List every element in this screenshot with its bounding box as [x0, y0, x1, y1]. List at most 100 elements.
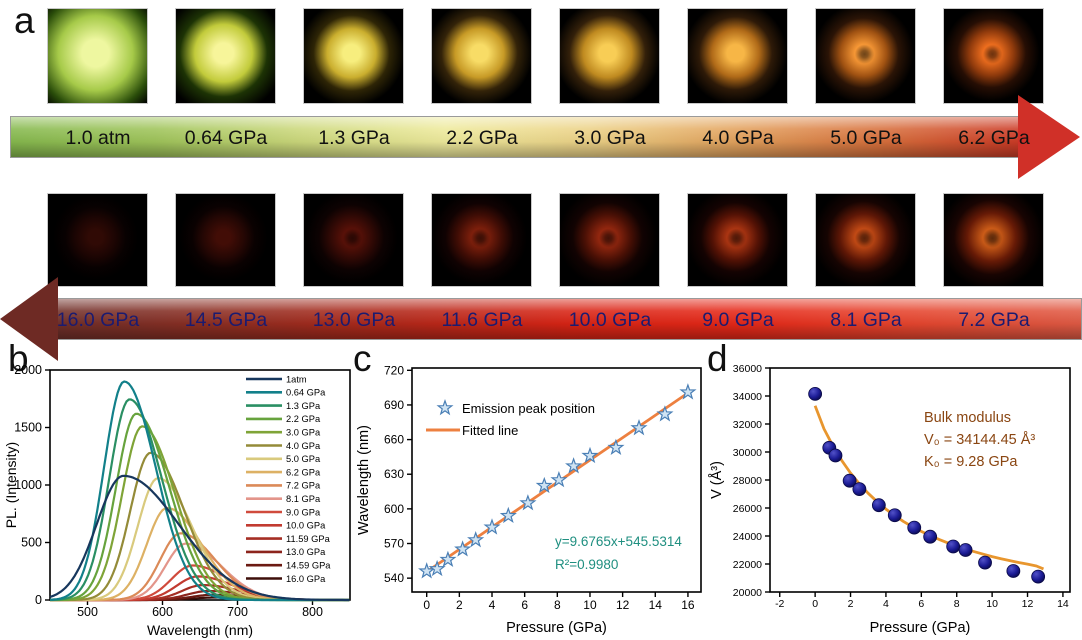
data-point-star	[679, 383, 697, 400]
svg-text:12: 12	[616, 598, 630, 612]
pressure-label: 13.0 GPa	[312, 309, 396, 331]
sample-photo	[559, 193, 660, 287]
volume-pressure-chart: -2 0 2 4 6 8 10 12 14 20000 22000 24000 26000 28000 30…	[708, 363, 1071, 636]
svg-text:14.59 GPa: 14.59 GPa	[286, 561, 331, 571]
pressure-label: 7.2 GPa	[958, 309, 1030, 331]
sample-photo	[47, 8, 148, 104]
sample-photo	[687, 8, 788, 104]
svg-text:1atm: 1atm	[286, 374, 307, 384]
data-point-sphere	[887, 508, 902, 523]
sample-photo	[47, 193, 148, 287]
axes: 500 600 700 800 0 500 1000 1500 2000 Wavelength (…	[4, 363, 351, 638]
svg-text:1000: 1000	[14, 478, 42, 492]
data-point-star	[454, 540, 472, 557]
svg-text:500: 500	[77, 605, 98, 619]
sample-photo	[303, 193, 404, 287]
svg-text:4: 4	[883, 598, 889, 610]
svg-text:8: 8	[554, 598, 561, 612]
svg-text:Emission peak position: Emission peak position	[462, 401, 595, 416]
svg-text:6: 6	[521, 598, 528, 612]
svg-text:36000: 36000	[733, 363, 762, 375]
svg-text:690: 690	[384, 398, 404, 412]
svg-text:660: 660	[384, 433, 404, 447]
pressure-arrow-increasing: 1.0 atm 0.64 GPa 1.3 GPa 2.2 GPa 3.0 GPa 4.0 …	[0, 95, 1082, 185]
data-point-star	[581, 446, 599, 464]
y-axis-title: PL. (Intensity)	[4, 442, 19, 528]
svg-text:2.2 GPa: 2.2 GPa	[286, 414, 321, 424]
sample-photo	[303, 8, 404, 104]
svg-text:5.0 GPa: 5.0 GPa	[286, 454, 321, 464]
svg-text:630: 630	[384, 467, 404, 481]
data-point-sphere	[978, 555, 992, 570]
pl-spectra-chart: 500 600 700 800 0 500 1000 1500 2000 Wavelength (…	[4, 363, 351, 638]
svg-text:4.0 GPa: 4.0 GPa	[286, 441, 321, 451]
data-point-sphere	[1031, 569, 1046, 584]
svg-text:4: 4	[489, 598, 496, 612]
pressure-label: 10.0 GPa	[568, 309, 652, 331]
svg-text:1500: 1500	[14, 421, 42, 435]
svg-text:34000: 34000	[733, 391, 762, 403]
svg-text:10: 10	[986, 598, 998, 610]
svg-text:9.0 GPa: 9.0 GPa	[286, 507, 321, 517]
data-point-sphere	[923, 529, 938, 544]
legend: Emission peak position Fitted line	[426, 398, 595, 438]
data-point-star	[630, 418, 648, 436]
svg-text:y=9.6765x+545.5314: y=9.6765x+545.5314	[555, 534, 682, 549]
svg-text:500: 500	[21, 536, 42, 550]
pressure-label: 14.5 GPa	[184, 309, 268, 331]
sample-photo	[815, 193, 916, 287]
svg-text:28000: 28000	[733, 475, 762, 487]
panel-c-label: c	[353, 338, 372, 379]
svg-text:16: 16	[681, 598, 695, 612]
pressure-label: 11.6 GPa	[441, 309, 523, 331]
sample-photo	[943, 193, 1044, 287]
panel-a-label: a	[14, 0, 35, 41]
pressure-label: 8.1 GPa	[830, 309, 902, 331]
svg-text:2: 2	[848, 598, 854, 610]
svg-text:1.3 GPa: 1.3 GPa	[286, 401, 321, 411]
pressure-label: 4.0 GPa	[702, 127, 774, 149]
svg-text:Fitted line: Fitted line	[462, 423, 518, 438]
y-axis-title: Wavelength (nm)	[356, 425, 372, 535]
photo-row-compression	[0, 8, 1082, 104]
sample-photo	[175, 193, 276, 287]
svg-text:13.0 GPa: 13.0 GPa	[286, 547, 326, 557]
svg-text:-2: -2	[775, 598, 784, 610]
svg-text:22000: 22000	[733, 559, 762, 571]
svg-text:K₀ = 9.28 GPa: K₀ = 9.28 GPa	[924, 454, 1018, 470]
pressure-arrow-decreasing: 16.0 GPa 14.5 GPa 13.0 GPa 11.6 GPa 10.0 GPa…	[0, 277, 1082, 367]
svg-text:20000: 20000	[733, 587, 762, 599]
data-point-star	[428, 559, 446, 577]
pressure-label: 16.0 GPa	[56, 309, 140, 331]
svg-text:6.2 GPa: 6.2 GPa	[286, 467, 321, 477]
svg-text:10.0 GPa: 10.0 GPa	[286, 521, 326, 531]
svg-text:R²=0.9980: R²=0.9980	[555, 557, 618, 572]
svg-text:10: 10	[583, 598, 597, 612]
data-point-sphere	[946, 539, 961, 554]
svg-text:24000: 24000	[733, 531, 762, 543]
svg-text:26000: 26000	[733, 503, 762, 515]
sample-photo	[815, 8, 916, 104]
sample-photo	[687, 193, 788, 287]
svg-text:7.2 GPa: 7.2 GPa	[286, 481, 321, 491]
sample-photo	[943, 8, 1044, 104]
svg-text:3.0 GPa: 3.0 GPa	[286, 428, 321, 438]
sample-photo	[431, 8, 532, 104]
svg-text:540: 540	[384, 571, 404, 585]
sample-photo	[559, 8, 660, 104]
data-point-star	[550, 471, 568, 488]
arrow-body: 1.0 atm 0.64 GPa 1.3 GPa 2.2 GPa 3.0 GPa 4.0 …	[10, 116, 1030, 158]
svg-text:720: 720	[384, 363, 404, 377]
sample-photo	[431, 193, 532, 287]
svg-text:0: 0	[35, 593, 42, 607]
svg-text:800: 800	[302, 605, 323, 619]
pressure-label: 2.2 GPa	[446, 127, 518, 149]
svg-text:11.59 GPa: 11.59 GPa	[286, 534, 331, 544]
svg-text:32000: 32000	[733, 419, 762, 431]
svg-text:14: 14	[649, 598, 663, 612]
svg-text:0.64 GPa: 0.64 GPa	[286, 388, 326, 398]
data-point-sphere	[808, 387, 823, 401]
pressure-label: 1.0 atm	[65, 127, 131, 149]
spectrum-curve	[49, 474, 350, 602]
